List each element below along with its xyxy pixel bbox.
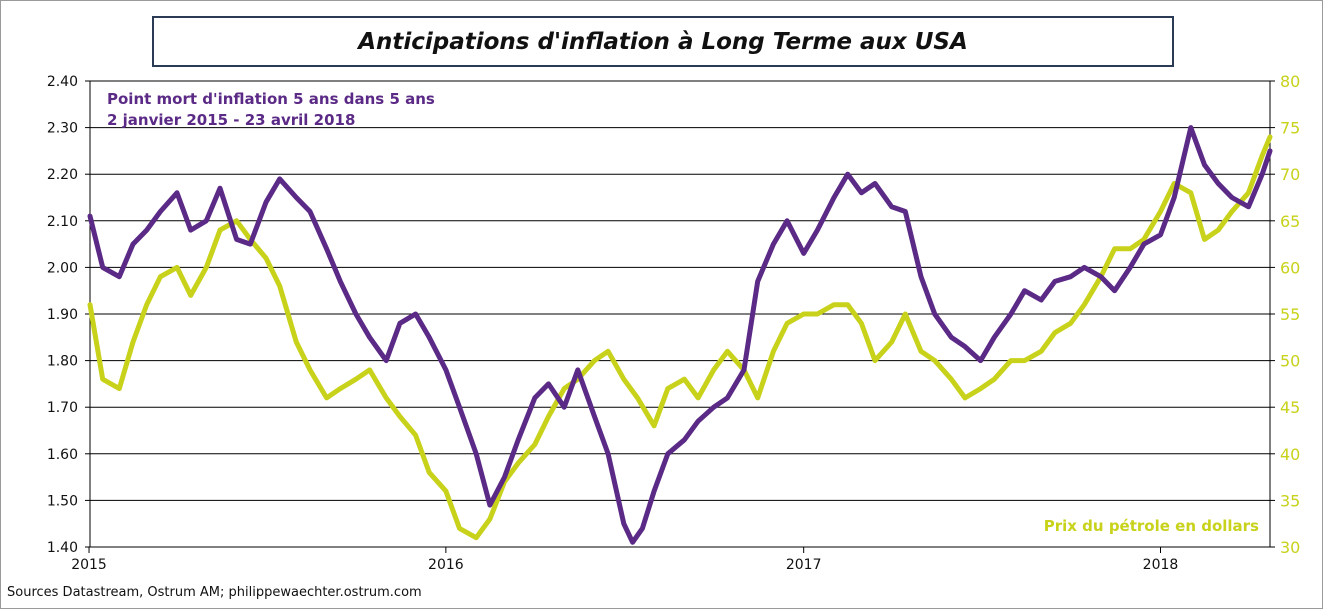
annotation-yellow-label: Prix du pétrole en dollars (1044, 517, 1259, 535)
y-left-tick-label: 1.80 (47, 354, 78, 370)
annotation-purple-line2: 2 janvier 2015 - 23 avril 2018 (107, 111, 355, 129)
y-right-tick-label: 75 (1280, 119, 1300, 138)
y-left-tick-label: 1.40 (47, 540, 78, 556)
gridlines (90, 80, 1270, 548)
series-group (87, 125, 1273, 545)
y-left-tick-label: 2.30 (47, 121, 78, 137)
y-left-tick-label: 1.50 (47, 493, 78, 509)
y-right-tick-label: 30 (1280, 538, 1300, 557)
y-right-tick-label: 60 (1280, 258, 1300, 277)
y-right-tick-label: 80 (1280, 72, 1300, 91)
chart-title-box: Anticipations d'inflation à Long Terme a… (152, 16, 1174, 67)
series-line-breakeven-inflation (87, 125, 1273, 545)
y-right-tick-label: 35 (1280, 491, 1300, 510)
y-right-tick-labels: 30 35 40 45 50 55 60 65 70 75 80 (1280, 72, 1300, 557)
y-right-tick-label: 65 (1280, 212, 1300, 231)
y-left-tick-label: 1.60 (47, 447, 78, 463)
y-left-tick-label: 2.40 (47, 74, 78, 90)
y-right-tick-label: 55 (1280, 305, 1300, 324)
y-left-tick-label: 2.10 (47, 214, 78, 230)
y-right-tick-label: 50 (1280, 352, 1300, 371)
y-left-tick-label: 1.70 (47, 400, 78, 416)
x-tick-label: 2017 (786, 557, 822, 573)
x-tick-label: 2015 (71, 557, 107, 573)
series-line-oil-price (87, 134, 1273, 541)
x-tick-label: 2018 (1143, 557, 1179, 573)
y-left-tick-labels: 1.40 1.50 1.60 1.70 1.80 1.90 2.00 2.10 2.20 2.30… (47, 74, 78, 556)
source-note: Sources Datastream, Ostrum AM; philippew… (7, 585, 422, 600)
chart-title: Anticipations d'inflation à Long Terme a… (358, 28, 968, 55)
y-right-tick-label: 45 (1280, 398, 1300, 417)
y-right-tick-label: 40 (1280, 445, 1300, 464)
y-left-tick-label: 2.00 (47, 260, 78, 276)
y-left-tick-label: 2.20 (47, 167, 78, 183)
x-tick-labels: 2015 2016 2017 2018 (71, 557, 1178, 573)
x-tick-label: 2016 (428, 557, 464, 573)
axes (85, 80, 1275, 553)
y-left-tick-label: 1.90 (47, 307, 78, 323)
y-right-tick-label: 70 (1280, 165, 1300, 184)
annotation-purple-line1: Point mort d'inflation 5 ans dans 5 ans (107, 90, 435, 108)
